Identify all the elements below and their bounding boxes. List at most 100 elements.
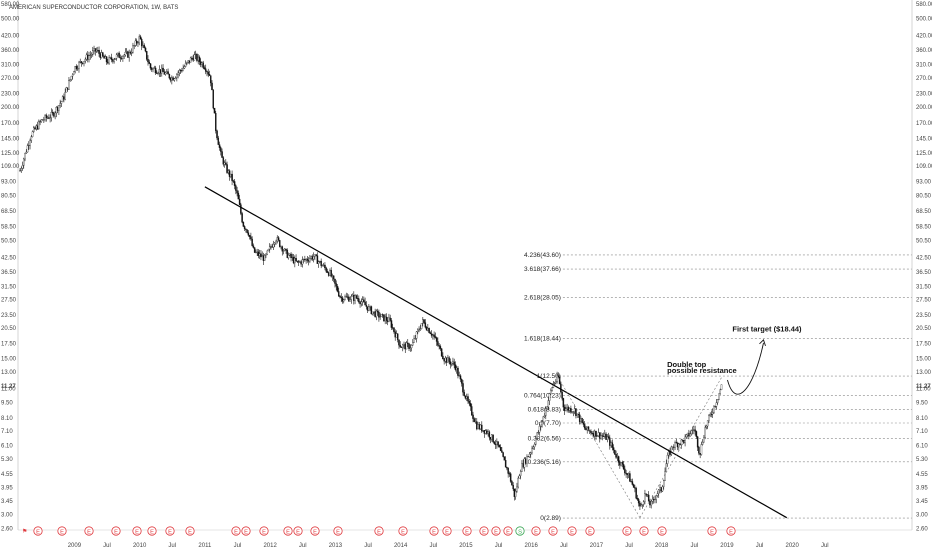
earnings-marker-label[interactable]: E xyxy=(377,529,381,535)
earnings-marker-icon[interactable] xyxy=(657,526,667,536)
y-tick-left: 3.00 xyxy=(1,512,13,518)
earnings-marker-label[interactable]: E xyxy=(482,529,486,535)
earnings-marker-icon[interactable] xyxy=(639,526,649,536)
y-tick-right: 109.00 xyxy=(916,164,932,170)
earnings-marker-icon[interactable] xyxy=(147,526,157,536)
earnings-marker-label[interactable]: E xyxy=(313,529,317,535)
candle-body xyxy=(467,396,469,402)
candle-body xyxy=(664,471,666,481)
candle-body xyxy=(228,170,231,177)
y-tick-right: 80.50 xyxy=(916,193,932,199)
earnings-marker-label[interactable]: E xyxy=(114,529,118,535)
candle-body xyxy=(35,125,38,130)
earnings-marker-label[interactable]: E xyxy=(494,529,498,535)
candle-body xyxy=(292,257,295,264)
candle-body xyxy=(476,421,478,430)
candle-body xyxy=(353,295,355,301)
earnings-marker-icon[interactable] xyxy=(707,526,717,536)
candle-body xyxy=(519,471,522,476)
earnings-marker-icon[interactable] xyxy=(503,526,513,536)
earnings-marker-icon[interactable] xyxy=(185,526,195,536)
earnings-marker-label[interactable]: E xyxy=(234,529,238,535)
earnings-marker-label[interactable]: E xyxy=(188,529,192,535)
earnings-marker-icon[interactable] xyxy=(231,526,241,536)
candle-body xyxy=(718,393,720,400)
earnings-marker-label[interactable]: E xyxy=(87,529,91,535)
earnings-marker-label[interactable]: E xyxy=(336,529,340,535)
earnings-marker-label[interactable]: E xyxy=(36,529,40,535)
earnings-marker-label[interactable]: E xyxy=(642,529,646,535)
y-tick-left: 27.50 xyxy=(1,298,17,304)
earnings-marker-icon[interactable] xyxy=(491,526,501,536)
candle-body xyxy=(398,339,400,346)
candle-body xyxy=(499,446,502,451)
earnings-marker-icon[interactable] xyxy=(283,526,293,536)
earnings-marker-label[interactable]: E xyxy=(445,529,449,535)
candle-body xyxy=(145,51,148,60)
earnings-marker-label[interactable]: E xyxy=(244,529,248,535)
earnings-marker-label[interactable]: S xyxy=(518,529,522,535)
y-tick-left: 3.95 xyxy=(1,486,13,492)
earnings-marker-label[interactable]: E xyxy=(570,529,574,535)
candle-body xyxy=(270,246,272,248)
earnings-marker-label[interactable]: E xyxy=(150,529,154,535)
candle-body xyxy=(681,439,684,441)
candle-body xyxy=(705,425,708,428)
fib-level-label: 0.618(8.83) xyxy=(528,407,561,414)
earnings-marker-icon[interactable] xyxy=(726,526,736,536)
candle-body xyxy=(43,119,45,121)
candle-body xyxy=(368,306,370,311)
earnings-marker-label[interactable]: E xyxy=(588,529,592,535)
earnings-marker-icon[interactable] xyxy=(622,526,632,536)
earnings-marker-label[interactable]: E xyxy=(262,529,266,535)
earnings-marker-icon[interactable] xyxy=(132,526,142,536)
earnings-marker-icon[interactable] xyxy=(548,526,558,536)
earnings-marker-label[interactable]: E xyxy=(432,529,436,535)
earnings-marker-icon[interactable] xyxy=(111,526,121,536)
earnings-marker-icon[interactable] xyxy=(165,526,175,536)
annotation-text: Double top xyxy=(667,360,707,369)
earnings-marker-icon[interactable] xyxy=(374,526,384,536)
earnings-marker-label[interactable]: E xyxy=(710,529,714,535)
earnings-marker-label[interactable]: E xyxy=(401,529,405,535)
candle-body xyxy=(601,435,604,437)
earnings-marker-label[interactable]: E xyxy=(551,529,555,535)
earnings-marker-icon[interactable] xyxy=(293,526,303,536)
earnings-marker-icon[interactable] xyxy=(84,526,94,536)
earnings-marker-label[interactable]: E xyxy=(60,529,64,535)
earnings-marker-label[interactable]: E xyxy=(465,529,469,535)
earnings-marker-icon[interactable] xyxy=(515,526,525,536)
earnings-marker-label[interactable]: E xyxy=(296,529,300,535)
earnings-marker-icon[interactable] xyxy=(429,526,439,536)
earnings-marker-label[interactable]: E xyxy=(286,529,290,535)
earnings-marker-icon[interactable] xyxy=(567,526,577,536)
earnings-marker-icon[interactable] xyxy=(310,526,320,536)
candle-body xyxy=(360,301,363,305)
earnings-marker-label[interactable]: E xyxy=(625,529,629,535)
earnings-marker-icon[interactable] xyxy=(398,526,408,536)
y-tick-right: 4.55 xyxy=(916,472,928,478)
candle-body xyxy=(419,328,422,331)
earnings-marker-label[interactable]: E xyxy=(135,529,139,535)
earnings-marker-icon[interactable] xyxy=(442,526,452,536)
earnings-marker-icon[interactable] xyxy=(333,526,343,536)
earnings-marker-icon[interactable] xyxy=(479,526,489,536)
earnings-marker-label[interactable]: E xyxy=(168,529,172,535)
candles xyxy=(19,34,723,511)
earnings-marker-icon[interactable] xyxy=(241,526,251,536)
earnings-marker-icon[interactable] xyxy=(531,526,541,536)
earnings-marker-icon[interactable] xyxy=(585,526,595,536)
earnings-marker-label[interactable]: E xyxy=(534,529,538,535)
event-markers[interactable]: E E E E E E E E E E E E E E E E E E E E E E E S E E E E E E E E E ⚑ xyxy=(22,526,736,536)
earnings-marker-icon[interactable] xyxy=(462,526,472,536)
earnings-marker-label[interactable]: E xyxy=(506,529,510,535)
candle-body xyxy=(166,71,168,74)
earnings-marker-icon[interactable] xyxy=(57,526,67,536)
candle-body xyxy=(535,438,537,445)
earnings-marker-label[interactable]: E xyxy=(660,529,664,535)
earnings-marker-label[interactable]: E xyxy=(729,529,733,535)
earnings-marker-icon[interactable] xyxy=(259,526,269,536)
candle-body xyxy=(296,260,299,262)
earnings-marker-icon[interactable] xyxy=(33,526,43,536)
